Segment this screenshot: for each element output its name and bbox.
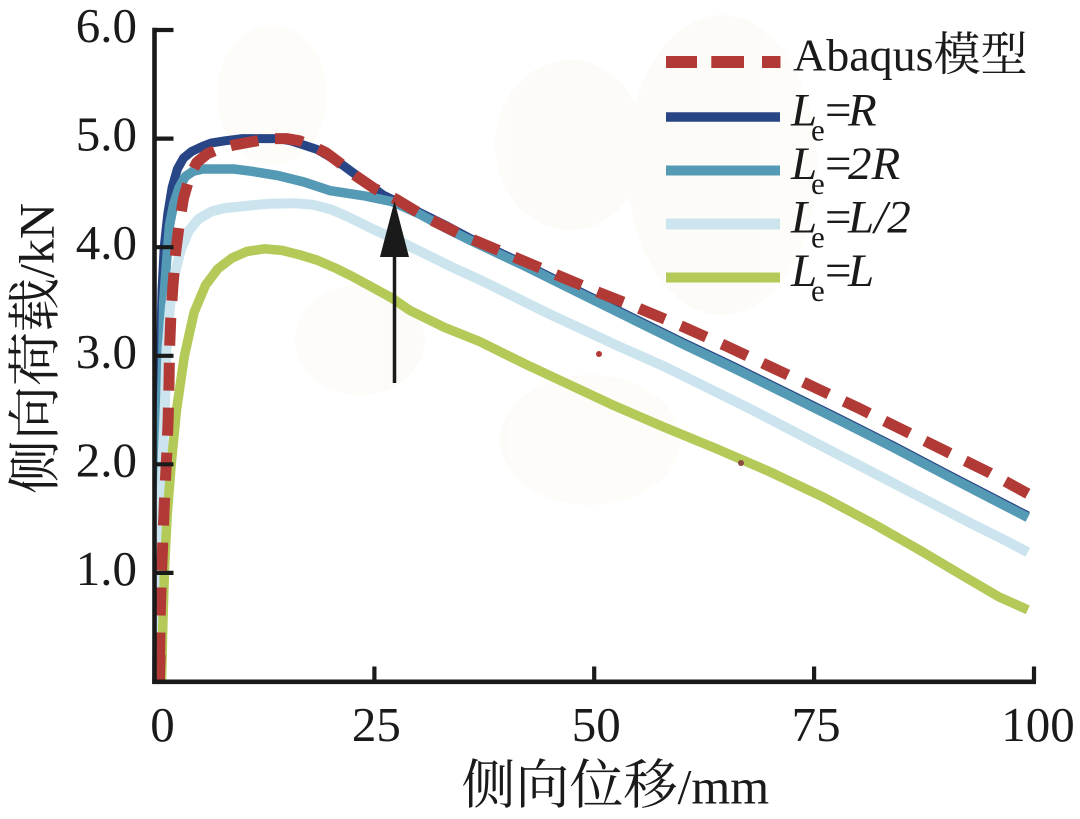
svg-text:/kN: /kN bbox=[9, 203, 65, 278]
svg-text:e: e bbox=[811, 166, 825, 201]
svg-text:e: e bbox=[811, 113, 825, 148]
svg-text:75: 75 bbox=[792, 697, 841, 752]
svg-text:=: = bbox=[825, 192, 852, 244]
svg-text:100: 100 bbox=[1001, 697, 1075, 752]
svg-text:L/2: L/2 bbox=[847, 192, 911, 244]
svg-text:0: 0 bbox=[150, 697, 175, 752]
svg-text:L: L bbox=[790, 138, 817, 190]
svg-text:=: = bbox=[825, 138, 852, 190]
svg-text:4.0: 4.0 bbox=[76, 215, 137, 270]
svg-text:5.0: 5.0 bbox=[76, 107, 137, 162]
svg-text:3.0: 3.0 bbox=[76, 324, 137, 379]
svg-text:6.0: 6.0 bbox=[76, 0, 137, 53]
svg-text:=: = bbox=[825, 245, 852, 297]
svg-text:L: L bbox=[790, 85, 817, 137]
svg-text:R: R bbox=[847, 85, 877, 137]
svg-text:/mm: /mm bbox=[678, 759, 770, 815]
svg-text:L: L bbox=[790, 192, 817, 244]
svg-text:e: e bbox=[811, 273, 825, 308]
svg-text:50: 50 bbox=[572, 697, 621, 752]
svg-text:25: 25 bbox=[352, 697, 401, 752]
svg-text:1.0: 1.0 bbox=[76, 541, 137, 596]
svg-text:L: L bbox=[847, 245, 874, 297]
svg-text:2R: 2R bbox=[848, 138, 900, 190]
svg-text:=: = bbox=[825, 85, 852, 137]
svg-text:Abaqus: Abaqus bbox=[793, 30, 934, 81]
svg-text:L: L bbox=[790, 245, 817, 297]
svg-text:e: e bbox=[811, 220, 825, 255]
svg-text:2.0: 2.0 bbox=[76, 432, 137, 487]
